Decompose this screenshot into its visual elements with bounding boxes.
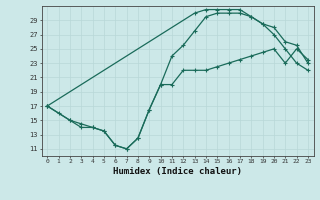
X-axis label: Humidex (Indice chaleur): Humidex (Indice chaleur) — [113, 167, 242, 176]
